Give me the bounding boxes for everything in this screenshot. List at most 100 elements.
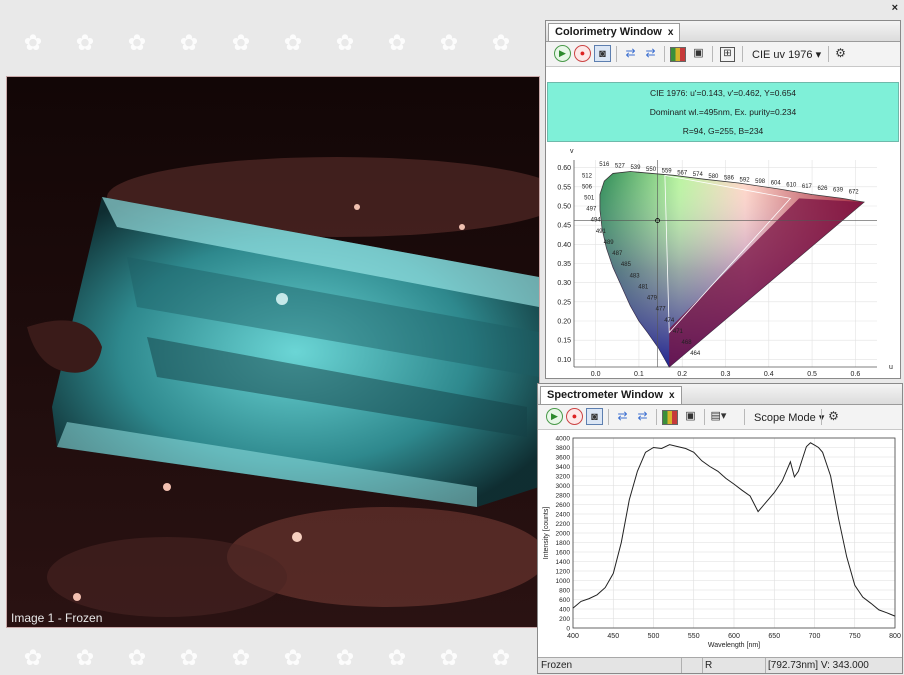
x-tick-label: 400 [567, 633, 579, 640]
spectrometer-window[interactable]: Spectrometer Window x ▶ ● ◙ ⇄ ⇄ ▣ ▤▾ Scop… [537, 383, 903, 674]
wavelength-label: 567 [677, 170, 688, 176]
wavelength-label: 639 [833, 188, 844, 194]
x-tick-label: 0.1 [634, 371, 644, 377]
pattern-flower-icon: ✿ [231, 30, 251, 55]
wavelength-label: 481 [638, 284, 649, 290]
toolbar-separator [656, 409, 657, 425]
image-caption: Image 1 - Frozen [11, 611, 103, 625]
color-bars-icon[interactable] [662, 410, 678, 425]
y-tick-label: 800 [559, 587, 570, 594]
colorimetry-window[interactable]: Colorimetry Window x ▶ ● ◙ ⇄ ⇄ ▣ ⊞ CIE uv… [545, 20, 901, 379]
wavelength-label: 506 [582, 184, 593, 190]
x-tick-label: 600 [728, 633, 740, 640]
camera-icon[interactable]: ◙ [594, 45, 611, 62]
transfer-black-icon[interactable]: ⇄ [645, 46, 656, 60]
close-icon[interactable]: × [891, 2, 898, 14]
colorimetry-tabbar: Colorimetry Window x [546, 21, 900, 42]
readout-dominant: Dominant wl.=495nm, Ex. purity=0.234 [649, 107, 797, 117]
wavelength-label: 479 [647, 296, 658, 302]
play-icon[interactable]: ▶ [546, 408, 563, 425]
crystal-image [7, 77, 539, 627]
spectrum-line [572, 442, 896, 617]
record-icon[interactable]: ● [574, 45, 591, 62]
x-tick-label: 0.2 [677, 371, 687, 377]
wavelength-label: 550 [646, 167, 657, 173]
y-tick-label: 0.15 [557, 338, 571, 345]
pattern-flower-icon: ✿ [491, 30, 511, 55]
pattern-flower-icon: ✿ [439, 645, 459, 670]
pattern-flower-icon: ✿ [387, 645, 407, 670]
plot-frame [572, 437, 896, 629]
toolbar-separator [712, 46, 713, 62]
gear-icon[interactable]: ⚙ [828, 409, 839, 423]
wavelength-label: 474 [664, 318, 675, 324]
camera-icon[interactable]: ◙ [586, 408, 603, 425]
y-tick-label: 200 [559, 616, 570, 623]
pattern-flower-icon: ✿ [179, 30, 199, 55]
record-icon[interactable]: ● [566, 408, 583, 425]
grid-icon[interactable]: ⊞ [720, 47, 735, 62]
wavelength-label: 477 [656, 307, 667, 313]
tab-colorimetry[interactable]: Colorimetry Window x [548, 23, 681, 41]
tab-spectrometer[interactable]: Spectrometer Window x [540, 386, 682, 404]
toolbar-separator [744, 409, 745, 425]
x-tick-label: 0.4 [764, 371, 774, 377]
pattern-flower-icon: ✿ [283, 645, 303, 670]
toolbar-separator [828, 46, 829, 62]
pattern-flower-icon: ✿ [23, 645, 43, 670]
y-tick-label: 0.10 [557, 357, 571, 364]
pattern-flower-icon: ✿ [439, 30, 459, 55]
spectrometer-statusbar: Frozen R [792.73nm] V: 343.000 [538, 657, 902, 673]
image-viewer[interactable]: Image 1 - Frozen [6, 76, 540, 628]
wavelength-label: 580 [708, 174, 719, 180]
close-icon[interactable]: x [669, 390, 675, 401]
wavelength-label: 527 [615, 163, 626, 169]
y-tick-label: 1200 [556, 568, 571, 575]
tab-colorimetry-label: Colorimetry Window [555, 26, 662, 38]
transfer-black-icon[interactable]: ⇄ [637, 409, 648, 423]
x-tick-label: 450 [607, 633, 619, 640]
toolbar-separator [704, 409, 705, 425]
toolbar-separator [616, 46, 617, 62]
export-icon[interactable]: ▣ [685, 410, 696, 422]
play-icon[interactable]: ▶ [554, 45, 571, 62]
transfer-ref-icon[interactable]: ⇄ [617, 409, 628, 423]
wavelength-label: 586 [724, 176, 735, 182]
spectrum-chart[interactable]: 400 450 500 550 600 650 700 750 800 0 200 400 600 800… [539, 430, 901, 656]
tab-spectrometer-label: Spectrometer Window [547, 389, 664, 401]
readout-rgb: R=94, G=255, B=234 [682, 126, 764, 136]
wavelength-label: 468 [682, 340, 693, 346]
scope-mode-label: Scope Mode [754, 412, 816, 424]
y-tick-label: 0.50 [557, 204, 571, 211]
scope-mode-dropdown[interactable]: Scope Mode ▾ [749, 409, 829, 427]
wavelength-label: 574 [693, 172, 704, 178]
cie-mode-label: CIE uv 1976 [752, 49, 813, 61]
wavelength-label: 604 [771, 181, 782, 187]
x-tick-label: 500 [648, 633, 660, 640]
y-tick-label: 0.45 [557, 223, 571, 230]
y-tick-label: 1000 [556, 578, 571, 585]
gear-icon[interactable]: ⚙ [835, 46, 846, 60]
status-frozen: Frozen [538, 658, 682, 673]
y-tick-label: 3800 [556, 445, 571, 452]
wavelength-label: 501 [584, 195, 595, 201]
pattern-flower-icon: ✿ [335, 645, 355, 670]
wavelength-label: 672 [849, 189, 860, 195]
cie-mode-dropdown[interactable]: CIE uv 1976 ▾ [752, 49, 822, 61]
y-tick-label: 3000 [556, 483, 571, 490]
wavelength-label: 485 [621, 262, 632, 268]
transfer-ref-icon[interactable]: ⇄ [625, 46, 636, 60]
export-icon[interactable]: ▣ [693, 47, 704, 59]
x-tick-label: 750 [849, 633, 861, 640]
y-tick-label: 2600 [556, 502, 571, 509]
pattern-flower-icon: ✿ [127, 30, 147, 55]
cie-diagram[interactable]: 0.0 0.1 0.2 0.3 0.4 0.5 0.6 0.60 0.55 0.50 0.45 0.4… [547, 142, 899, 377]
pattern-flower-icon: ✿ [283, 30, 303, 55]
y-tick-label: 1800 [556, 540, 571, 547]
pattern-flower-icon: ✿ [75, 30, 95, 55]
color-bars-icon[interactable] [670, 47, 686, 62]
colorimetry-readout: CIE 1976: u'=0.143, v'=0.462, Y=0.654 Do… [547, 82, 899, 142]
close-icon[interactable]: x [667, 27, 674, 38]
graph-options-icon[interactable]: ▤▾ [710, 410, 727, 422]
pattern-flower-icon: ✿ [231, 645, 251, 670]
